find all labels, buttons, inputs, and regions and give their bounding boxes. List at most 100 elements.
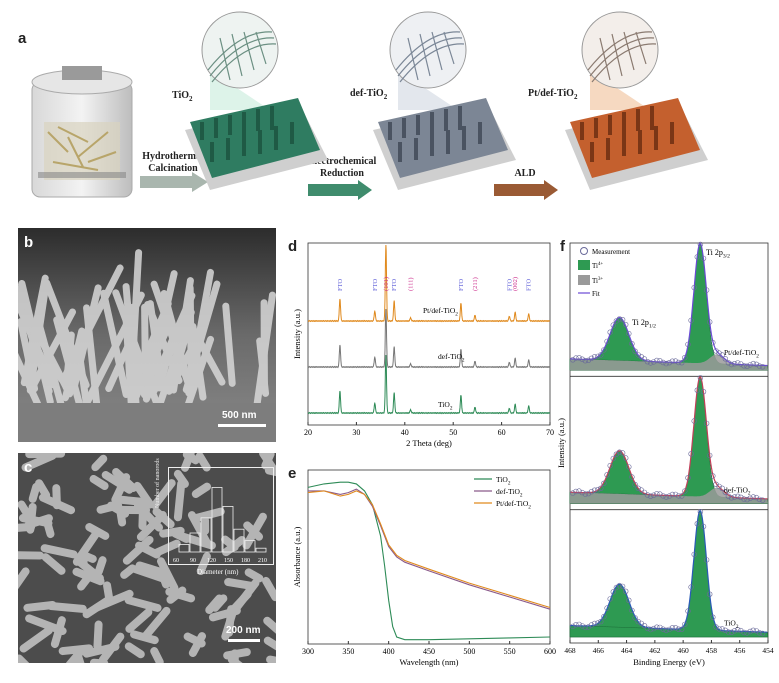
panel-c-sem-image: c 200 nm Number of nanorods Diameter (nm… xyxy=(18,453,276,663)
measurement-point xyxy=(607,329,613,335)
measurement-point xyxy=(669,625,676,631)
nanorod xyxy=(253,291,276,408)
measurement-point xyxy=(728,629,735,635)
measurement-point xyxy=(694,254,701,260)
nanorod xyxy=(190,507,225,523)
measurement-point xyxy=(570,490,576,496)
measurement-point xyxy=(610,589,616,595)
measurement-point xyxy=(647,360,654,366)
measurement-point xyxy=(601,613,607,620)
x-tick-label: 300 xyxy=(302,647,314,656)
nanorod xyxy=(256,337,270,397)
uvvis-series-0 xyxy=(307,481,551,641)
measurement-point xyxy=(576,621,582,628)
measurement-point xyxy=(654,357,660,364)
nanorod xyxy=(72,567,105,586)
nanorod xyxy=(166,586,187,604)
arrow-label-electrochemical: Electrochemical Reduction xyxy=(307,156,377,179)
plot-frame xyxy=(307,469,551,645)
x-tick-label: 500 xyxy=(463,647,475,656)
measurement-point xyxy=(756,363,763,369)
x-axis-label: Binding Energy (eV) xyxy=(633,657,705,667)
measurement-point xyxy=(663,360,669,367)
panel-d-letter: d xyxy=(288,238,298,255)
measurement-point xyxy=(616,316,623,322)
nanorod xyxy=(83,304,101,409)
nanorod xyxy=(195,453,211,472)
legend-ti3-label: Ti3+ xyxy=(592,277,603,285)
measurement-point xyxy=(660,493,666,499)
nanorod xyxy=(18,500,33,520)
nanorod xyxy=(125,608,153,633)
measurement-point xyxy=(688,451,694,457)
nanorod xyxy=(28,482,41,503)
nanorod xyxy=(266,655,276,663)
inset-xtick: 150 xyxy=(224,558,233,564)
peak-annotation: FTO xyxy=(337,279,344,291)
measurement-point xyxy=(719,485,725,492)
x-tick-label: 40 xyxy=(401,428,409,437)
fit-line xyxy=(569,509,768,633)
nanorod xyxy=(142,292,196,403)
measurement-point xyxy=(694,521,701,527)
nanorod xyxy=(21,453,57,472)
measurement-point xyxy=(579,489,585,496)
measurement-point xyxy=(576,355,582,361)
nanorod xyxy=(70,284,102,394)
peak-annotation: FTO xyxy=(391,279,398,291)
measurement-point xyxy=(731,494,738,500)
measurement-point xyxy=(747,628,753,635)
measurement-point xyxy=(622,321,629,328)
measurement-point xyxy=(685,341,691,348)
measurement-point xyxy=(691,551,697,558)
measurement-point xyxy=(728,361,735,368)
inset-xtick: 90 xyxy=(190,558,196,564)
measurement-point xyxy=(759,364,766,370)
measurement-point xyxy=(735,493,741,499)
measurement-point xyxy=(750,494,757,500)
measurement-point xyxy=(750,360,757,367)
measurement-point xyxy=(632,348,638,354)
measurement-point xyxy=(619,316,626,323)
panel-b-sem-image: b 500 nm xyxy=(18,228,276,442)
series-label-1: def-TiO2 xyxy=(438,352,465,363)
measurement-point xyxy=(738,627,744,634)
histogram-svg xyxy=(178,486,267,553)
peak-annotation: (111) xyxy=(408,277,415,291)
measurement-point xyxy=(703,420,710,427)
measurement-point xyxy=(598,485,604,492)
measurement-point xyxy=(725,493,732,499)
peak-annotation: FTO xyxy=(372,279,379,291)
measurement-point xyxy=(747,495,753,501)
nanorod xyxy=(61,327,86,402)
x-tick-label: 350 xyxy=(342,647,354,656)
uvvis-series-2 xyxy=(307,490,551,609)
measurement-point xyxy=(657,491,663,497)
inset-ylabel: Number of nanorods xyxy=(155,458,161,508)
nanorod xyxy=(196,552,211,576)
measurement-point xyxy=(635,352,641,358)
measurement-point xyxy=(573,355,579,361)
measurement-point xyxy=(756,496,763,503)
measurement-point xyxy=(688,584,694,590)
measurement-point xyxy=(660,359,666,366)
nanorod xyxy=(98,632,125,663)
x-tick-label: 466 xyxy=(593,646,605,655)
measurement-point xyxy=(675,626,682,632)
panel-e-letter: e xyxy=(288,465,297,482)
measurement-point xyxy=(601,347,607,353)
measurement-point xyxy=(607,462,613,469)
measurement-point xyxy=(647,493,654,499)
panel-c-letter: c xyxy=(24,459,33,476)
nanorod xyxy=(183,632,206,648)
nanorod xyxy=(43,517,55,539)
measurement-point xyxy=(626,597,632,603)
measurement-point xyxy=(682,621,688,628)
subplot-label: TiO2 xyxy=(724,619,739,630)
measurement-point xyxy=(632,481,638,488)
measurement-point xyxy=(632,615,638,621)
nanorod xyxy=(103,581,114,602)
measurement-point xyxy=(626,464,632,470)
measurement-point xyxy=(722,489,729,495)
measurement-point xyxy=(725,629,732,635)
